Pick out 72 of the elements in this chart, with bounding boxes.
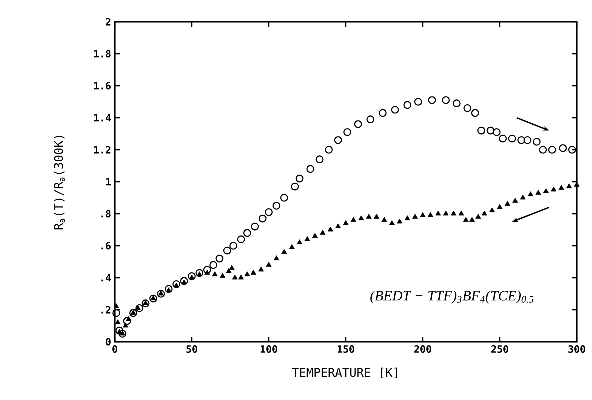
point bbox=[244, 229, 252, 238]
point bbox=[112, 309, 120, 318]
annotation: (BEDT − TTF)$_{3}$BF$_{4}$(TCE)$_{0.5}$ bbox=[370, 290, 534, 304]
point bbox=[442, 96, 450, 104]
point bbox=[210, 261, 218, 270]
point bbox=[188, 272, 196, 280]
x-tick-label: 100 bbox=[260, 346, 278, 354]
point bbox=[354, 120, 362, 128]
y-tick-label: 0 bbox=[106, 338, 111, 346]
point bbox=[478, 126, 486, 135]
y-tick-label: .8 bbox=[102, 210, 111, 218]
point bbox=[325, 146, 333, 154]
point bbox=[428, 96, 436, 104]
x-tick-label: 0 bbox=[112, 346, 118, 354]
point bbox=[237, 236, 246, 244]
point bbox=[203, 266, 212, 274]
x-axis-title: TEMPERATURE [K] bbox=[292, 368, 398, 379]
y-tick-label: .6 bbox=[102, 242, 111, 250]
point bbox=[568, 146, 576, 154]
y-tick-label: 1.4 bbox=[94, 114, 112, 122]
point bbox=[524, 136, 532, 144]
point bbox=[499, 134, 508, 143]
point bbox=[559, 144, 568, 152]
point bbox=[180, 277, 188, 286]
x-tick-label: 200 bbox=[414, 346, 432, 354]
point bbox=[492, 128, 501, 136]
point bbox=[265, 208, 273, 216]
point bbox=[316, 156, 324, 164]
point bbox=[404, 101, 412, 110]
point bbox=[414, 98, 422, 106]
point bbox=[379, 109, 387, 118]
point bbox=[291, 182, 300, 191]
x-tick-label: 300 bbox=[568, 346, 586, 354]
y-tick-label: 1.6 bbox=[94, 82, 111, 90]
point bbox=[452, 100, 461, 108]
point bbox=[391, 106, 400, 114]
y-tick-label: 1 bbox=[106, 178, 112, 186]
point bbox=[123, 317, 132, 326]
point bbox=[366, 116, 375, 124]
x-tick-label: 150 bbox=[338, 346, 354, 354]
y-tick-label: .4 bbox=[102, 274, 112, 282]
point bbox=[344, 128, 352, 136]
point bbox=[508, 134, 516, 143]
point bbox=[116, 326, 124, 335]
point bbox=[539, 146, 548, 154]
point bbox=[471, 109, 480, 118]
point bbox=[251, 222, 260, 231]
point bbox=[258, 214, 267, 223]
y-tick-label: 2 bbox=[106, 18, 111, 26]
x-tick-label: 250 bbox=[492, 346, 508, 354]
point bbox=[464, 104, 472, 112]
y-axis-title: R$_{a}$(T)/R$_{a}$(300K) bbox=[54, 136, 66, 230]
point bbox=[533, 138, 541, 146]
point bbox=[164, 285, 173, 294]
x-tick-label: 50 bbox=[186, 346, 198, 354]
point bbox=[296, 174, 304, 183]
point bbox=[216, 254, 224, 263]
point bbox=[486, 126, 495, 135]
point bbox=[230, 242, 238, 250]
point bbox=[272, 202, 281, 210]
point bbox=[548, 146, 556, 154]
y-tick-label: 1.8 bbox=[94, 50, 111, 58]
point bbox=[196, 269, 204, 278]
point bbox=[306, 165, 315, 174]
point bbox=[136, 304, 144, 312]
point bbox=[334, 136, 342, 144]
point bbox=[280, 194, 288, 202]
y-tick-label: .2 bbox=[102, 306, 111, 314]
point bbox=[518, 136, 526, 144]
point bbox=[223, 246, 232, 255]
y-tick-label: 1.2 bbox=[94, 146, 111, 154]
point bbox=[172, 280, 181, 288]
